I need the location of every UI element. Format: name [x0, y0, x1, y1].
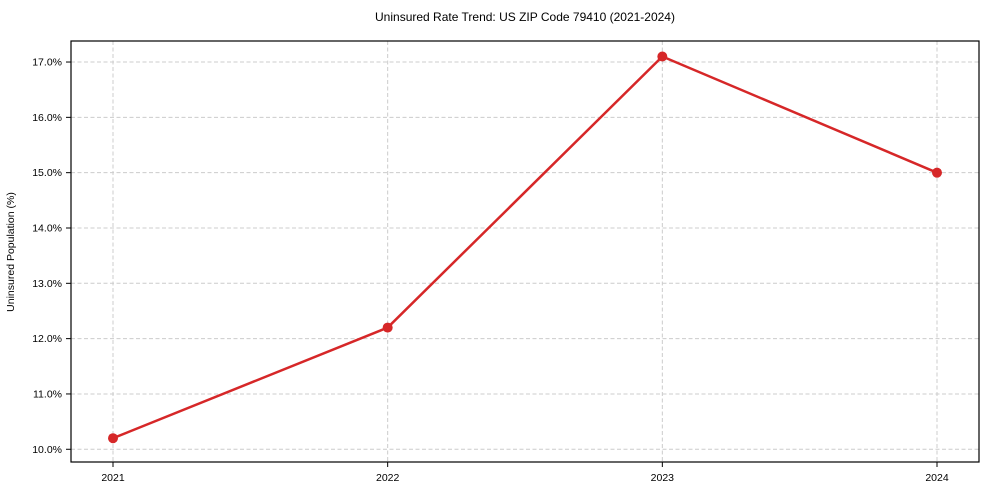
trend-line	[111, 55, 939, 440]
y-tick-label: 13.0%	[32, 278, 62, 290]
y-tick-label: 16.0%	[32, 112, 62, 124]
y-tick-label: 12.0%	[32, 333, 62, 345]
series-layer	[108, 51, 942, 444]
chart-title: Uninsured Rate Trend: US ZIP Code 79410 …	[375, 10, 675, 24]
x-tick-label: 2023	[651, 472, 675, 484]
y-axis-label: Uninsured Population (%)	[5, 192, 17, 312]
axis-layer: 10.0% 11.0% 12.0% 13.0% 14.0% 15.0% 16.0% 17.0%…	[32, 40, 980, 484]
y-tick-label: 10.0%	[32, 444, 62, 456]
x-tick-label: 2022	[376, 472, 400, 484]
x-tick-label: 2021	[101, 472, 125, 484]
data-point-marker-2024	[932, 167, 942, 178]
y-tick-label: 15.0%	[32, 167, 62, 179]
y-tick-label: 14.0%	[32, 222, 62, 234]
y-tick-label: 11.0%	[33, 388, 62, 400]
plot-border	[70, 40, 980, 463]
y-tick-label: 17.0%	[32, 57, 62, 69]
x-tick-label: 2024	[925, 472, 949, 484]
data-point-marker-2023	[657, 51, 668, 62]
data-point-marker-2022	[382, 322, 393, 333]
data-point-marker-2021	[108, 433, 118, 444]
grid-layer	[71, 41, 979, 462]
